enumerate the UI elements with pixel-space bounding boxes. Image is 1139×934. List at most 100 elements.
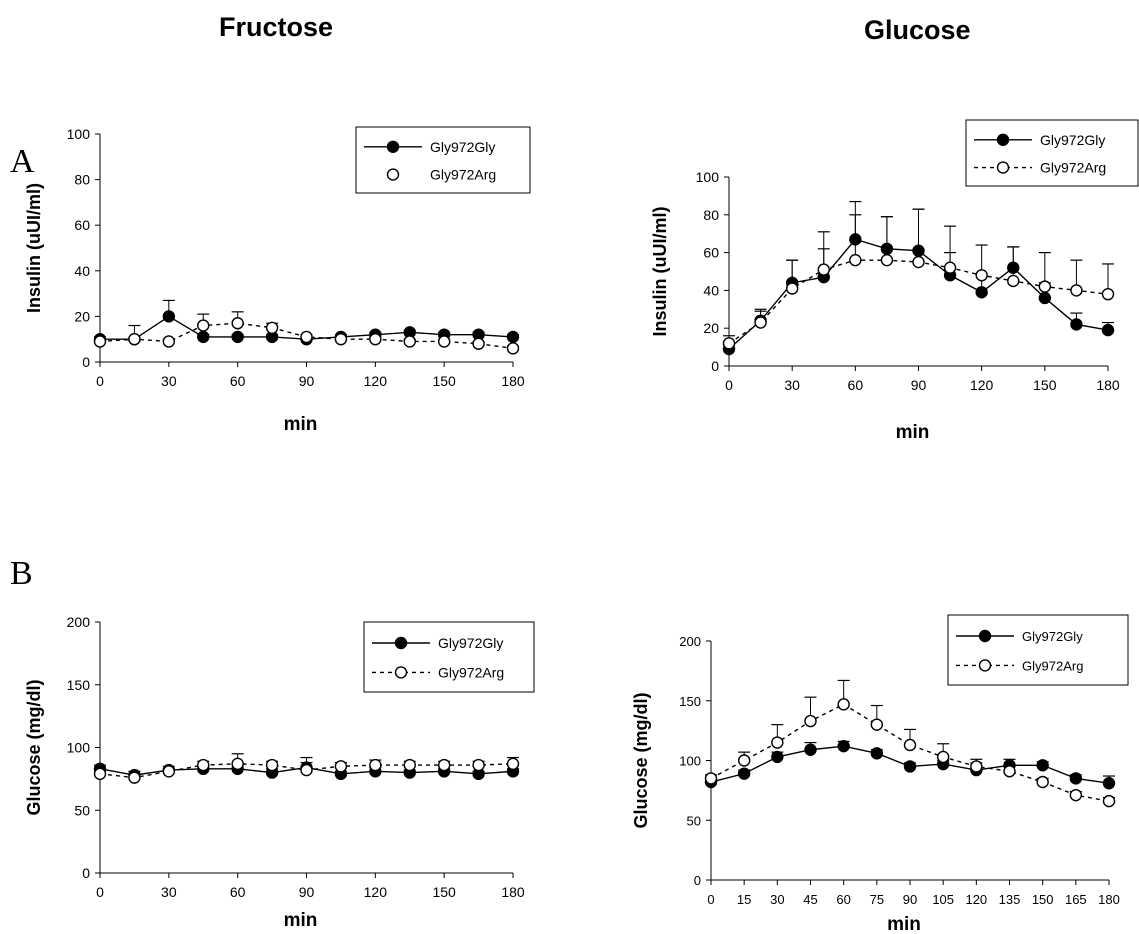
data-point-2 bbox=[912, 255, 925, 269]
legend-label: Gly972Arg bbox=[1040, 160, 1106, 176]
x-tick-label: 60 bbox=[836, 892, 850, 907]
data-point-2 bbox=[300, 763, 313, 777]
y-tick-label: 0 bbox=[711, 358, 719, 374]
y-tick-label: 60 bbox=[703, 245, 719, 261]
x-tick-label: 120 bbox=[970, 377, 994, 393]
data-point-2 bbox=[334, 333, 348, 346]
data-point-2 bbox=[849, 253, 862, 267]
data-point-2 bbox=[162, 765, 176, 778]
legend-marker bbox=[978, 629, 992, 643]
x-tick-label: 60 bbox=[848, 377, 864, 393]
data-point-2 bbox=[943, 261, 957, 274]
x-tick-label: 30 bbox=[784, 377, 800, 393]
legend-marker bbox=[394, 666, 408, 679]
x-axis-label: min bbox=[284, 414, 318, 435]
x-tick-label: 30 bbox=[161, 373, 177, 389]
x-tick-label: 150 bbox=[432, 373, 456, 389]
x-tick-label: 90 bbox=[299, 373, 315, 389]
data-point-2 bbox=[403, 758, 416, 772]
data-point-2 bbox=[506, 757, 520, 771]
data-point-2 bbox=[754, 316, 767, 329]
panel-label-a: A bbox=[10, 143, 35, 180]
x-tick-label: 150 bbox=[1033, 377, 1057, 393]
data-point-2 bbox=[804, 714, 817, 728]
y-tick-label: 80 bbox=[74, 172, 90, 188]
data-point-1 bbox=[1036, 759, 1049, 772]
legend-box bbox=[947, 614, 1129, 686]
x-tick-label: 75 bbox=[870, 892, 884, 907]
y-tick-label: 200 bbox=[679, 634, 701, 649]
y-tick-label: 100 bbox=[679, 754, 701, 769]
legend-label: Gly972Gly bbox=[1040, 132, 1105, 148]
x-tick-label: 135 bbox=[999, 892, 1021, 907]
data-point-2 bbox=[369, 333, 382, 346]
data-point-2 bbox=[369, 758, 382, 772]
data-point-1 bbox=[1102, 777, 1116, 790]
data-point-2 bbox=[1101, 287, 1115, 301]
data-point-1 bbox=[1101, 323, 1115, 337]
y-axis-label: Glucose (mg/dl) bbox=[24, 679, 44, 815]
data-point-2 bbox=[403, 335, 416, 348]
x-tick-label: 180 bbox=[1098, 892, 1120, 907]
legend-marker bbox=[996, 161, 1010, 174]
data-point-2 bbox=[197, 319, 210, 332]
data-point-2 bbox=[300, 330, 313, 344]
x-tick-label: 150 bbox=[432, 884, 456, 900]
data-point-2 bbox=[93, 767, 107, 781]
x-tick-label: 150 bbox=[1032, 892, 1054, 907]
y-tick-label: 50 bbox=[74, 802, 90, 818]
x-tick-label: 165 bbox=[1065, 892, 1087, 907]
fructose-column-title: Fructose bbox=[219, 12, 334, 42]
y-tick-label: 40 bbox=[703, 282, 719, 298]
series-line-2 bbox=[710, 703, 1110, 802]
data-point-2 bbox=[936, 750, 950, 764]
legend-box bbox=[355, 126, 531, 194]
data-point-2 bbox=[1070, 284, 1083, 297]
legend-box bbox=[363, 621, 535, 693]
y-tick-label: 50 bbox=[687, 813, 701, 828]
x-tick-label: 0 bbox=[725, 377, 733, 393]
data-point-2 bbox=[128, 333, 141, 346]
legend-label: Gly972Arg bbox=[430, 167, 496, 183]
data-point-2 bbox=[1038, 280, 1052, 293]
data-point-2 bbox=[265, 758, 279, 772]
data-point-1 bbox=[737, 767, 751, 780]
x-tick-label: 30 bbox=[770, 892, 784, 907]
data-point-2 bbox=[231, 757, 244, 771]
x-axis-label: min bbox=[887, 914, 921, 934]
y-tick-label: 0 bbox=[82, 865, 90, 881]
y-tick-label: 20 bbox=[703, 320, 719, 336]
data-point-2 bbox=[506, 342, 520, 355]
legend-marker bbox=[394, 636, 408, 650]
legend-marker bbox=[978, 659, 992, 672]
y-tick-label: 80 bbox=[703, 207, 719, 223]
data-point-2 bbox=[93, 335, 107, 348]
data-point-2 bbox=[334, 760, 348, 773]
x-tick-label: 0 bbox=[707, 892, 714, 907]
y-tick-label: 40 bbox=[74, 263, 90, 279]
data-point-2 bbox=[880, 253, 894, 267]
data-point-1 bbox=[870, 747, 884, 760]
data-point-1 bbox=[903, 760, 917, 773]
y-tick-label: 100 bbox=[67, 740, 91, 756]
data-point-2 bbox=[197, 758, 210, 772]
data-point-2 bbox=[837, 698, 850, 711]
legend-marker bbox=[996, 133, 1010, 147]
x-tick-label: 180 bbox=[501, 373, 525, 389]
y-tick-label: 150 bbox=[679, 694, 701, 709]
x-tick-label: 120 bbox=[364, 884, 388, 900]
legend-marker bbox=[386, 140, 400, 154]
data-point-2 bbox=[771, 736, 784, 749]
data-point-2 bbox=[472, 337, 485, 350]
legend-marker bbox=[386, 168, 400, 181]
data-point-2 bbox=[870, 718, 884, 731]
data-point-2 bbox=[128, 771, 141, 784]
data-point-2 bbox=[1007, 274, 1020, 288]
y-tick-label: 20 bbox=[74, 308, 90, 324]
data-point-2 bbox=[162, 335, 176, 348]
data-point-1 bbox=[1069, 772, 1083, 785]
x-tick-label: 180 bbox=[1096, 377, 1120, 393]
